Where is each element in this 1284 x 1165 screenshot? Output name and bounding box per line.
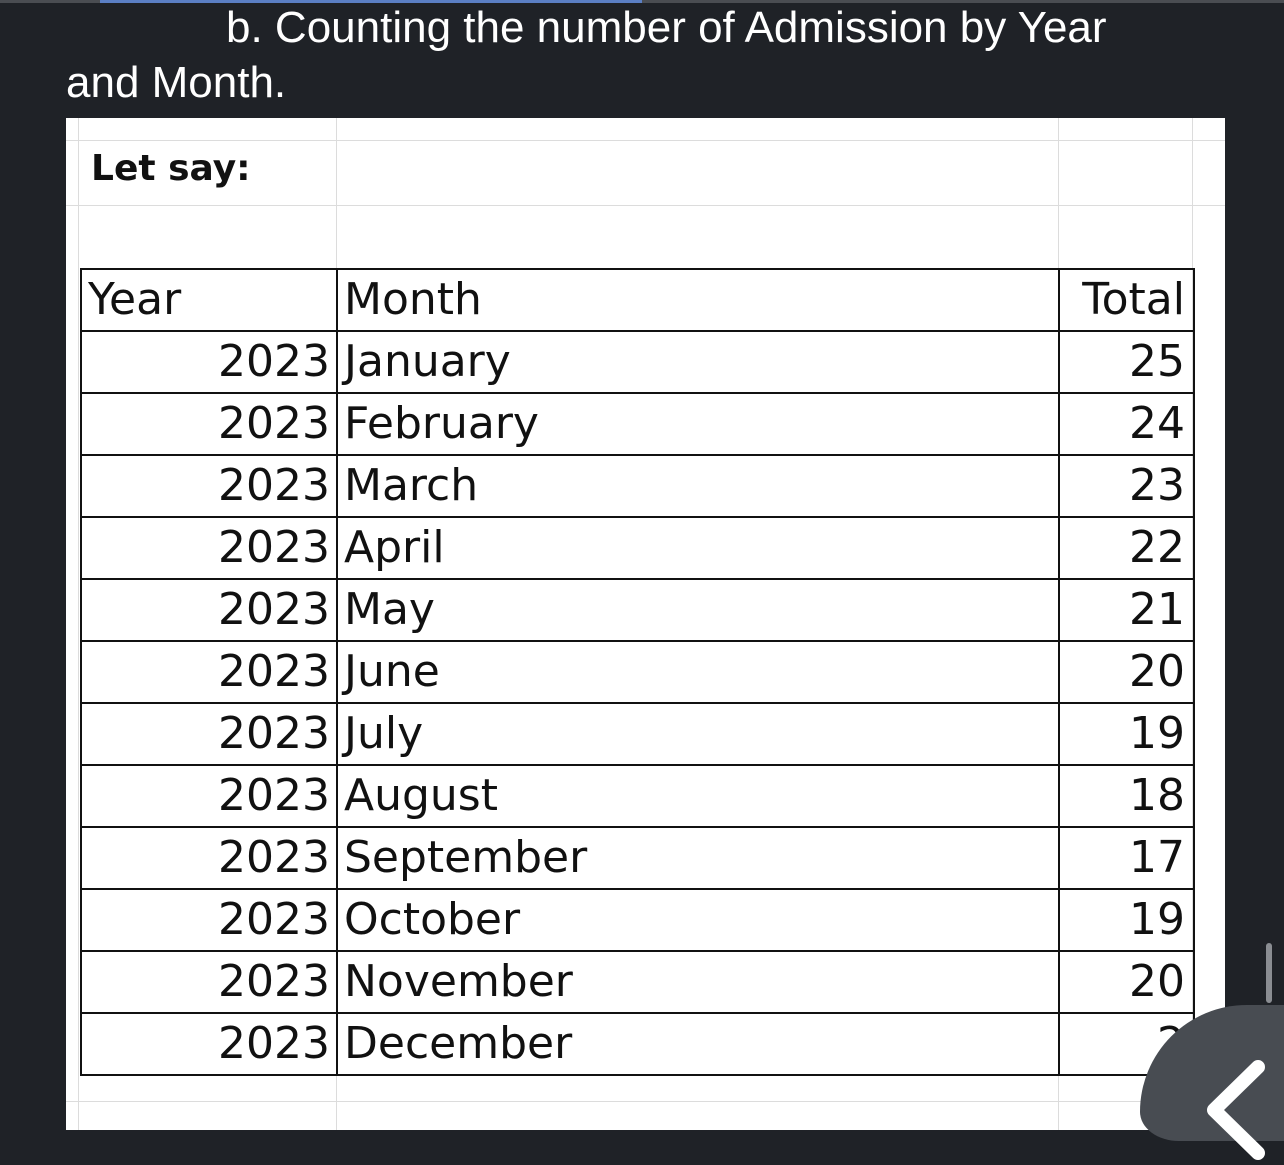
cell-year: 2023 [80,330,338,394]
cell-total: 18 [1058,764,1195,828]
cell-year: 2023 [80,516,338,580]
header-total: Total [1058,268,1195,332]
cell-month: December [336,1012,1060,1076]
table-row: 2023 September 17 [80,826,1195,890]
cell-year: 2023 [80,578,338,642]
header-month: Month [336,268,1060,332]
cell-month: April [336,516,1060,580]
cell-year: 2023 [80,826,338,890]
cell-month: September [336,826,1060,890]
heading-line-1: b. Counting the number of Admission by Y… [226,3,1107,52]
cell-total: 23 [1058,454,1195,518]
table-row: 2023 February 24 [80,392,1195,456]
reading-progress-bar [0,0,1284,3]
table-header-row: Year Month Total [80,268,1195,332]
cell-total: 20 [1058,640,1195,704]
cell-month: January [336,330,1060,394]
cell-month: July [336,702,1060,766]
cell-total: 24 [1058,392,1195,456]
cell-year: 2023 [80,764,338,828]
progress-fill [100,0,642,3]
cell-month: October [336,888,1060,952]
scrollbar[interactable] [1266,943,1272,1003]
cell-month: March [336,454,1060,518]
table-row: 2023 July 19 [80,702,1195,766]
lets-say-label: Let say: [91,148,251,189]
table-row: 2023 May 21 [80,578,1195,642]
back-button[interactable] [1140,1005,1284,1160]
cell-month: May [336,578,1060,642]
cell-total: 22 [1058,516,1195,580]
cell-year: 2023 [80,702,338,766]
cell-month: August [336,764,1060,828]
table-row: 2023 August 18 [80,764,1195,828]
cell-year: 2023 [80,640,338,704]
table-row: 2023 November 20 [80,950,1195,1014]
chevron-left-icon [1207,1060,1265,1160]
table-row: 2023 March 23 [80,454,1195,518]
header-year: Year [80,268,338,332]
cell-month: June [336,640,1060,704]
cell-total: 19 [1058,702,1195,766]
table-row: 2023 April 22 [80,516,1195,580]
cell-total: 19 [1058,888,1195,952]
table-row: 2023 October 19 [80,888,1195,952]
spreadsheet-image: Let say: Year Month Total 2023 January 25 2… [66,118,1225,1130]
cell-year: 2023 [80,1012,338,1076]
cell-month: February [336,392,1060,456]
table-row: 2023December2 [80,1012,1195,1076]
cell-total: 17 [1058,826,1195,890]
cell-total: 20 [1058,950,1195,1014]
cell-total: 25 [1058,330,1195,394]
admission-table: Year Month Total 2023 January 25 2023 Februa… [80,268,1195,1076]
cell-year: 2023 [80,392,338,456]
heading-line-2: and Month. [66,58,287,107]
cell-year: 2023 [80,888,338,952]
cell-total: 21 [1058,578,1195,642]
cell-year: 2023 [80,950,338,1014]
table-row: 2023 January 25 [80,330,1195,394]
cell-month: November [336,950,1060,1014]
table-row: 2023 June 20 [80,640,1195,704]
cell-year: 2023 [80,454,338,518]
